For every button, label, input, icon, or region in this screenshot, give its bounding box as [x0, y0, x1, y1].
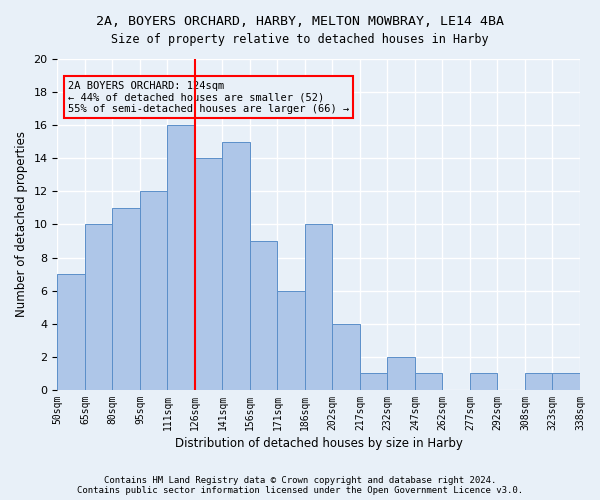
- Bar: [223, 142, 250, 390]
- Bar: [277, 290, 305, 390]
- Bar: [112, 208, 140, 390]
- Bar: [553, 374, 580, 390]
- Bar: [195, 158, 223, 390]
- Bar: [167, 125, 195, 390]
- Bar: [470, 374, 497, 390]
- Text: 2A, BOYERS ORCHARD, HARBY, MELTON MOWBRAY, LE14 4BA: 2A, BOYERS ORCHARD, HARBY, MELTON MOWBRA…: [96, 15, 504, 28]
- Y-axis label: Number of detached properties: Number of detached properties: [15, 132, 28, 318]
- Bar: [140, 192, 167, 390]
- Bar: [332, 324, 360, 390]
- Text: Size of property relative to detached houses in Harby: Size of property relative to detached ho…: [111, 32, 489, 46]
- Bar: [250, 241, 277, 390]
- Bar: [360, 374, 388, 390]
- Bar: [415, 374, 442, 390]
- Bar: [305, 224, 332, 390]
- Text: Contains HM Land Registry data © Crown copyright and database right 2024.
Contai: Contains HM Land Registry data © Crown c…: [77, 476, 523, 495]
- X-axis label: Distribution of detached houses by size in Harby: Distribution of detached houses by size …: [175, 437, 463, 450]
- Bar: [525, 374, 553, 390]
- Bar: [388, 357, 415, 390]
- Text: 2A BOYERS ORCHARD: 124sqm
← 44% of detached houses are smaller (52)
55% of semi-: 2A BOYERS ORCHARD: 124sqm ← 44% of detac…: [68, 80, 349, 114]
- Bar: [58, 274, 85, 390]
- Bar: [85, 224, 112, 390]
